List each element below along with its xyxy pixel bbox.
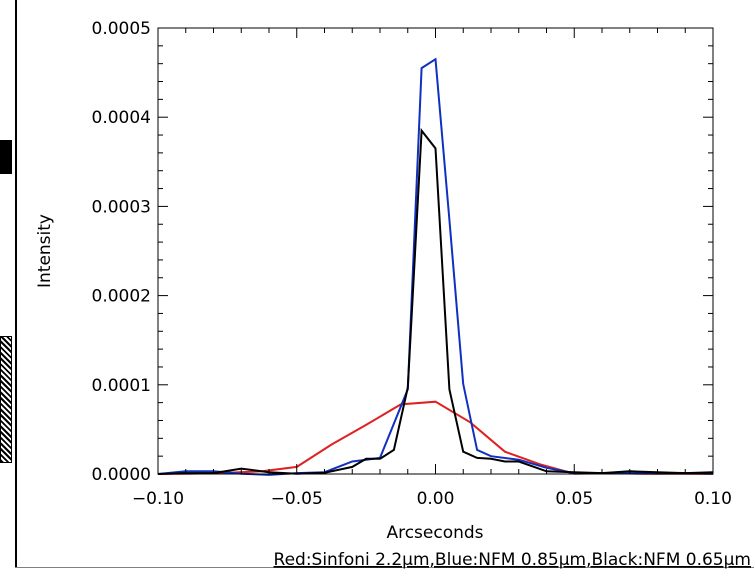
y-tick-label: 0.0001 (92, 376, 151, 396)
y-tick-label: 0.0004 (92, 108, 151, 128)
y-tick-label: 0.0002 (92, 287, 151, 307)
series-line-blue (157, 57, 714, 476)
y-tick-label: 0.0003 (92, 197, 151, 217)
window-left-border (15, 0, 17, 568)
window-bottom-border (15, 567, 754, 568)
black-marker-block (0, 140, 12, 174)
x-tick-label: 0.00 (417, 489, 455, 509)
series-line-black (157, 127, 714, 475)
plot-area-border (157, 27, 714, 475)
y-tick-label: 0.0000 (92, 465, 151, 485)
y-tick-label: 0.0005 (92, 19, 151, 39)
checkered-scrollbar-strip[interactable] (0, 336, 12, 463)
x-tick-label: −0.10 (132, 489, 184, 509)
series-line-red (157, 400, 714, 475)
x-tick-label: 0.05 (555, 489, 593, 509)
x-tick-label: 0.10 (694, 489, 732, 509)
x-tick-label: −0.05 (271, 489, 323, 509)
legend-caption: Red:Sinfoni 2.2μm,Blue:NFM 0.85μm,Black:… (274, 550, 751, 570)
x-axis-label: Arcseconds (386, 523, 483, 543)
y-axis-label: Intensity (35, 214, 55, 288)
